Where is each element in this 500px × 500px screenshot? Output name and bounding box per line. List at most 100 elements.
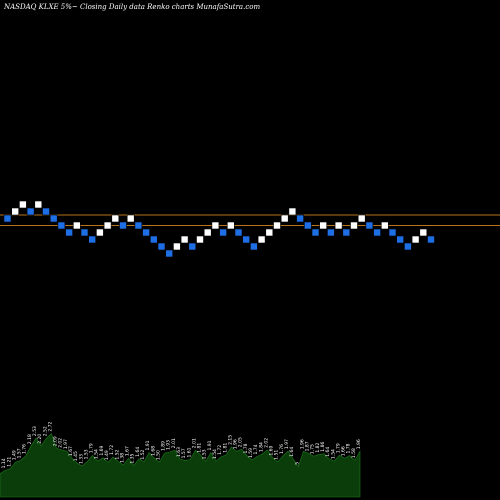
renko-brick-up — [73, 221, 81, 230]
volume-label: 1.72 — [217, 445, 223, 455]
volume-label: 2.05 — [238, 437, 244, 447]
renko-brick-down — [250, 242, 258, 251]
volume-label: 1.33 — [78, 454, 84, 464]
volume-label: 1.54 — [212, 449, 218, 459]
volume-label: 1.96 — [299, 439, 305, 449]
volume-label: 1.63 — [176, 447, 182, 457]
renko-brick-up — [11, 207, 19, 216]
volume-label: 1.54 — [330, 449, 336, 459]
renko-brick-up — [288, 207, 297, 216]
volume-label: 1.64 — [289, 447, 295, 457]
renko-brick-down — [142, 228, 150, 237]
volume-label: 2.02 — [263, 438, 269, 448]
volume-label: 2.15 — [227, 435, 233, 445]
renko-brick-up — [257, 235, 266, 244]
renko-brick-up — [211, 221, 220, 230]
volume-label: 1.82 — [315, 442, 321, 452]
renko-brick-up — [265, 228, 274, 237]
volume-label: 1.61 — [186, 447, 192, 457]
volume-label: 1.91 — [207, 440, 213, 450]
volume-label: 1.57 — [181, 448, 187, 458]
renko-brick-down — [49, 214, 58, 223]
renko-brick-up — [350, 221, 358, 230]
volume-label: 1.76 — [279, 444, 285, 454]
volume-label: 1.78 — [346, 443, 352, 453]
volume-label: 1.96 — [356, 439, 362, 449]
renko-brick-up — [203, 228, 212, 237]
renko-brick-down — [342, 228, 351, 237]
renko-brick-down — [219, 228, 227, 237]
volume-label: 1.87 — [305, 441, 311, 451]
volume-label: 1.75 — [310, 444, 316, 454]
volume-label: 1.96 — [233, 439, 239, 449]
renko-brick-up — [411, 235, 420, 244]
volume-label: 2.20 — [37, 434, 43, 444]
renko-brick-down — [242, 235, 250, 244]
renko-brick-up — [227, 221, 235, 230]
renko-brick-up — [34, 200, 43, 209]
volume-label: 1.45 — [73, 451, 79, 461]
volume-label: 1.97 — [63, 439, 69, 449]
volume-label: 1.89 — [161, 441, 167, 451]
renko-brick-down — [157, 242, 166, 251]
volume-label: 1.38 — [119, 453, 125, 463]
renko-brick-up — [96, 228, 104, 237]
renko-brick-down — [57, 221, 66, 230]
volume-label: 1.49 — [104, 450, 110, 460]
renko-brick-down — [3, 214, 12, 223]
volume-label: 1.93 — [166, 440, 172, 450]
renko-brick-down — [396, 235, 405, 244]
renko-brick-up — [126, 214, 135, 223]
renko-brick-down — [165, 249, 173, 258]
volume-label: 2.02 — [58, 438, 64, 448]
renko-brick-up — [173, 242, 181, 251]
renko-brick-down — [373, 228, 381, 237]
volume-label: 1.50 — [155, 450, 161, 460]
volume-label: 1.66 — [341, 446, 347, 456]
volume-label: 1.67 — [125, 446, 131, 456]
volume-label: 1.81 — [222, 443, 228, 453]
renko-brick-down — [42, 207, 50, 216]
renko-bricks — [3, 200, 435, 258]
renko-brick-down — [234, 228, 243, 237]
volume-label: 1.51 — [274, 450, 280, 460]
renko-brick-down — [404, 242, 412, 251]
renko-brick-down — [150, 235, 158, 244]
renko-brick-up — [380, 221, 389, 230]
volume-label: 1.79 — [89, 443, 95, 453]
volume-label: 1.68 — [150, 446, 156, 456]
renko-brick-down — [427, 235, 435, 244]
renko-brick-down — [188, 242, 197, 251]
renko-brick-down — [303, 221, 312, 230]
volume-label: 1.53 — [83, 449, 89, 459]
volume-labels: 61.141.211.491.571.762.182.532.202.522.7… — [0, 421, 362, 471]
volume-label: 1.69 — [269, 445, 275, 455]
volume-area-path — [0, 433, 361, 498]
volume-label: 1.91 — [145, 440, 151, 450]
volume-label: 1.84 — [258, 442, 264, 452]
volume-label: 1.79 — [335, 443, 341, 453]
volume-label: 1.35 — [130, 453, 136, 463]
renko-brick-down — [26, 207, 35, 216]
chart-title: NASDAQ KLXE 5%~ Closing Daily data Renko… — [3, 3, 260, 11]
renko-brick-up — [280, 214, 289, 223]
volume-label: 1.78 — [243, 443, 249, 453]
renko-brick-down — [365, 221, 374, 230]
renko-brick-up — [196, 235, 204, 244]
renko-brick-up — [19, 200, 27, 209]
renko-brick-up — [334, 221, 343, 230]
volume-label: 1.53 — [202, 449, 208, 459]
renko-brick-up — [103, 221, 112, 230]
volume-label: 1.76 — [22, 444, 28, 454]
volume-label: 1.49 — [11, 450, 17, 460]
renko-brick-up — [319, 221, 328, 230]
renko-brick-up — [419, 228, 428, 237]
volume-label: 1.97 — [284, 439, 290, 449]
volume-label: 1.57 — [17, 448, 23, 458]
volume-label: 1.69 — [99, 445, 105, 455]
volume-label: 2.01 — [191, 438, 197, 448]
volume-label: 2.18 — [27, 434, 33, 444]
renko-brick-up — [111, 214, 120, 223]
